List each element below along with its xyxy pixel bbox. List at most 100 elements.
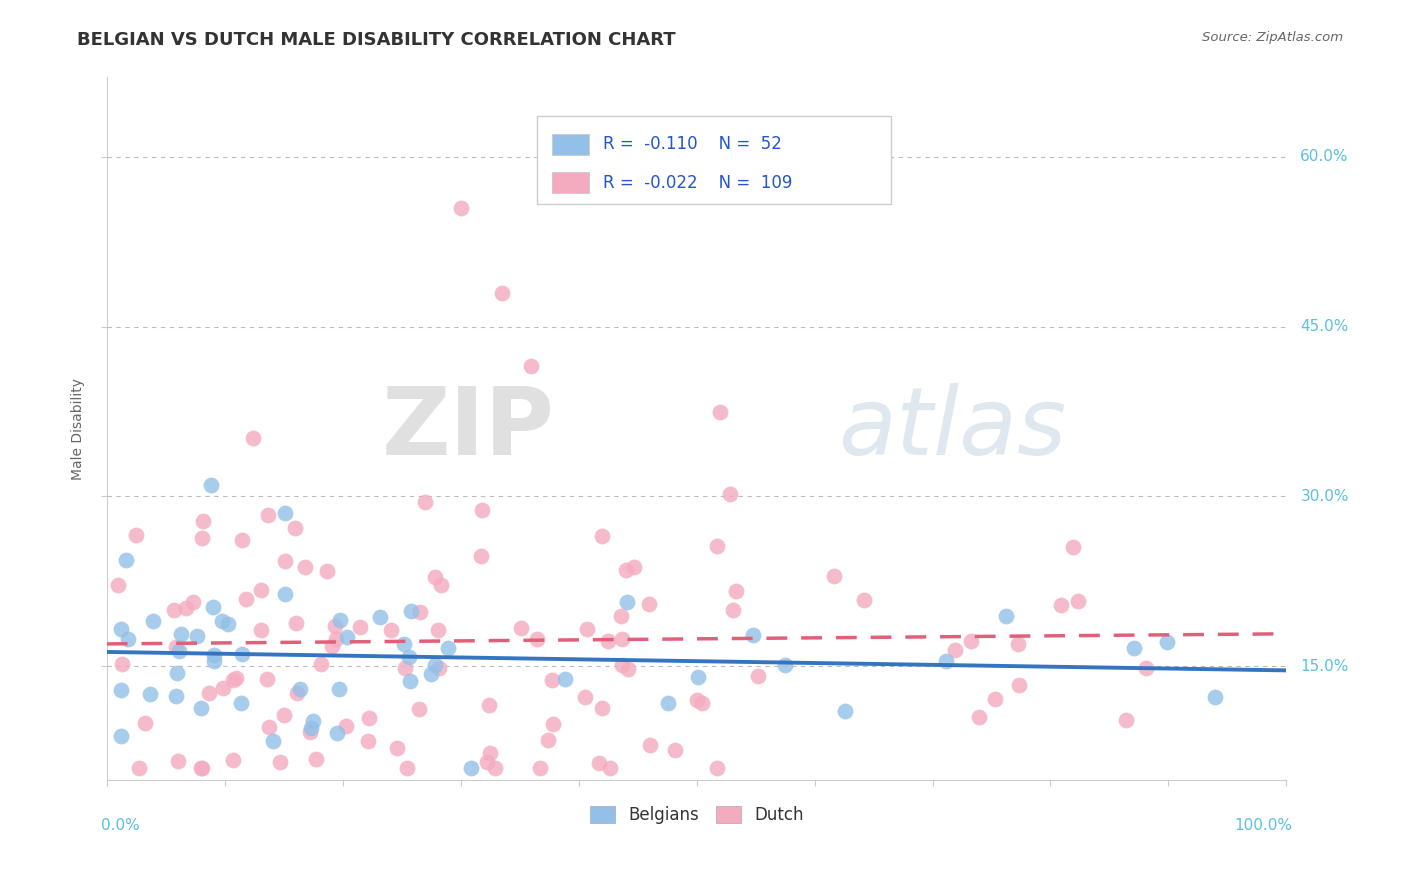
FancyBboxPatch shape bbox=[537, 116, 891, 204]
Text: R =  -0.022    N =  109: R = -0.022 N = 109 bbox=[603, 174, 793, 192]
Point bbox=[167, 754, 190, 768]
Point bbox=[773, 658, 796, 673]
Point bbox=[853, 592, 876, 607]
Point bbox=[198, 686, 221, 700]
Point bbox=[380, 624, 402, 638]
Point bbox=[614, 563, 637, 577]
Point bbox=[479, 747, 502, 761]
Point bbox=[302, 714, 325, 729]
FancyBboxPatch shape bbox=[551, 134, 589, 154]
Point bbox=[609, 609, 631, 624]
Text: 45.0%: 45.0% bbox=[1301, 319, 1348, 334]
Point bbox=[1066, 594, 1088, 608]
Point bbox=[1008, 678, 1031, 692]
Point bbox=[325, 618, 347, 632]
FancyBboxPatch shape bbox=[551, 172, 589, 194]
Point bbox=[664, 743, 686, 757]
Point bbox=[427, 661, 450, 675]
Point bbox=[285, 686, 308, 700]
Point bbox=[212, 681, 235, 695]
Point bbox=[221, 673, 243, 687]
Point bbox=[298, 724, 321, 739]
Point bbox=[329, 613, 352, 627]
Point bbox=[747, 669, 769, 683]
Point bbox=[211, 615, 233, 629]
Point bbox=[420, 666, 443, 681]
Point bbox=[191, 532, 214, 546]
Point bbox=[686, 670, 709, 684]
Point bbox=[935, 654, 957, 668]
Point bbox=[1050, 599, 1073, 613]
Point bbox=[591, 701, 613, 715]
Point bbox=[200, 478, 222, 492]
Point bbox=[984, 691, 1007, 706]
Point bbox=[305, 752, 328, 766]
Text: R =  -0.110    N =  52: R = -0.110 N = 52 bbox=[603, 136, 782, 153]
Point bbox=[250, 623, 273, 637]
Point bbox=[217, 616, 239, 631]
Point bbox=[509, 621, 531, 635]
Point bbox=[231, 533, 253, 547]
Point bbox=[110, 623, 132, 637]
Point bbox=[742, 628, 765, 642]
Point bbox=[520, 359, 543, 374]
Point bbox=[392, 637, 415, 651]
Point bbox=[478, 698, 501, 712]
Point bbox=[368, 610, 391, 624]
Point bbox=[231, 647, 253, 661]
Point bbox=[284, 521, 307, 535]
Point bbox=[450, 201, 472, 215]
Point bbox=[165, 640, 187, 655]
Point bbox=[575, 622, 598, 636]
Point bbox=[640, 738, 662, 752]
Point bbox=[623, 560, 645, 574]
Point bbox=[165, 689, 187, 703]
Point bbox=[250, 582, 273, 597]
Point bbox=[460, 761, 482, 775]
Point bbox=[107, 578, 129, 592]
Text: 0.0%: 0.0% bbox=[101, 818, 139, 833]
Point bbox=[537, 733, 560, 747]
Point bbox=[1135, 661, 1157, 675]
Point bbox=[190, 761, 212, 775]
Point bbox=[399, 674, 422, 689]
Point bbox=[616, 595, 638, 609]
Point bbox=[356, 733, 378, 747]
Point bbox=[599, 761, 621, 775]
Point bbox=[328, 681, 350, 696]
Point bbox=[427, 623, 450, 637]
Text: 15.0%: 15.0% bbox=[1301, 659, 1348, 673]
Point bbox=[423, 569, 446, 583]
Point bbox=[326, 726, 349, 740]
Point bbox=[526, 632, 548, 647]
Point bbox=[591, 529, 613, 543]
Point bbox=[325, 632, 347, 646]
Point bbox=[471, 503, 494, 517]
Point bbox=[256, 672, 278, 686]
Point bbox=[437, 641, 460, 656]
Point bbox=[1115, 713, 1137, 727]
Point bbox=[222, 753, 245, 767]
Point bbox=[141, 615, 163, 629]
Point bbox=[491, 285, 513, 300]
Point bbox=[394, 660, 416, 674]
Point bbox=[995, 609, 1018, 624]
Point bbox=[596, 634, 619, 648]
Point bbox=[725, 584, 748, 599]
Point bbox=[274, 587, 297, 601]
Point bbox=[299, 721, 322, 735]
Point bbox=[349, 620, 371, 634]
Point bbox=[134, 716, 156, 731]
Point bbox=[114, 552, 136, 566]
Point bbox=[408, 702, 430, 716]
Point bbox=[638, 597, 661, 611]
Point bbox=[541, 673, 564, 687]
Point bbox=[190, 700, 212, 714]
Point bbox=[959, 634, 981, 648]
Point bbox=[309, 657, 332, 671]
Point bbox=[170, 627, 193, 641]
Point bbox=[357, 711, 380, 725]
Point bbox=[257, 720, 280, 734]
Point bbox=[110, 729, 132, 743]
Point bbox=[612, 632, 634, 646]
